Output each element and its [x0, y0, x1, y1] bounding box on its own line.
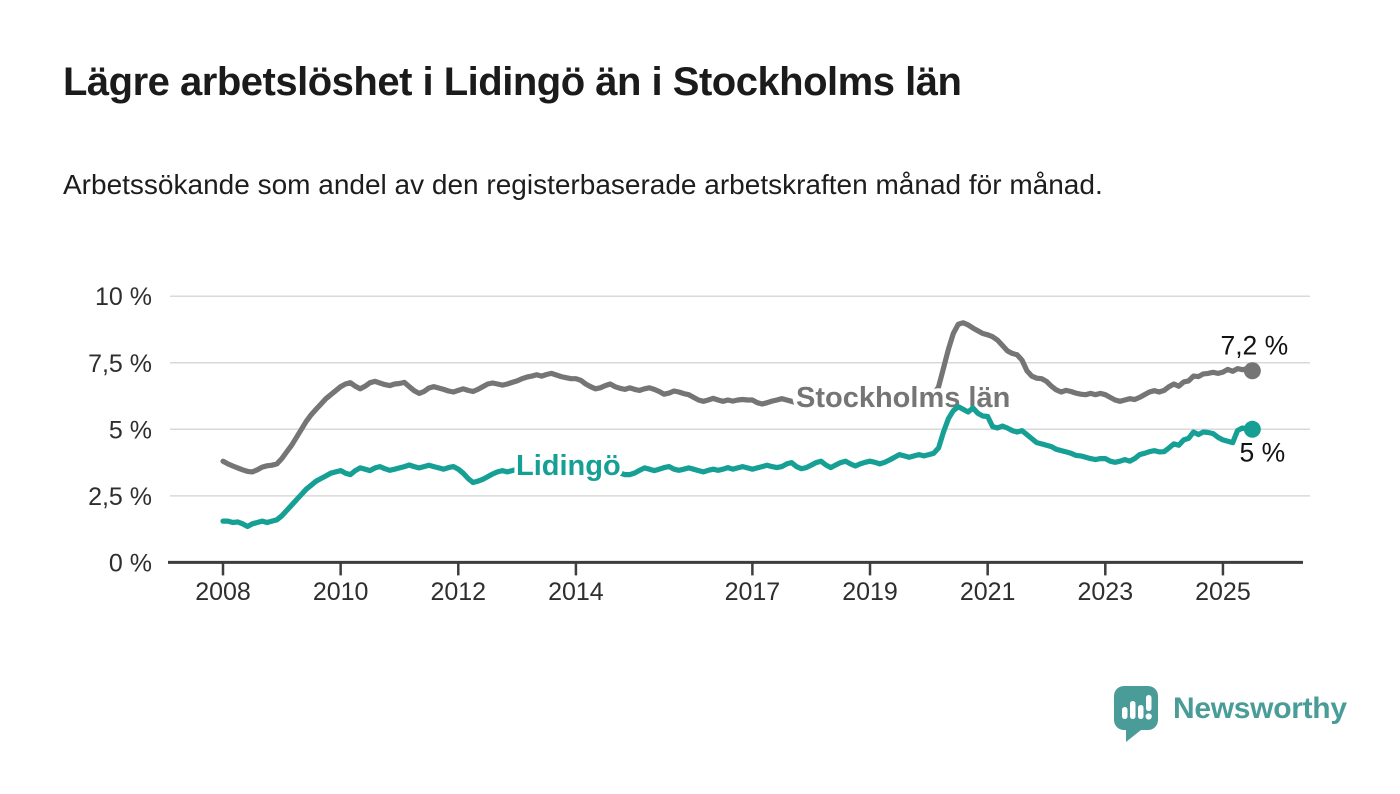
lidingo-line: [220, 404, 1255, 530]
stockholm-end-value-label: 7,2 %: [1220, 331, 1288, 361]
stockholm-line: [220, 320, 1255, 475]
chart-subtitle: Arbetssökande som andel av den registerb…: [63, 169, 1103, 200]
x-tick-label: 2023: [1077, 578, 1133, 606]
x-tick-label: 2025: [1195, 578, 1251, 606]
stockholm-series-label: Stockholms län: [796, 382, 1010, 414]
brand-name: Newsworthy: [1173, 692, 1347, 725]
page-title: Lägre arbetslöshet i Lidingö än i Stockh…: [63, 60, 962, 104]
lidingo-end-value-label: 5 %: [1240, 437, 1286, 467]
lidingo-series-label: Lidingö: [516, 450, 621, 482]
x-tick-label: 2014: [548, 578, 604, 606]
y-tick-label: 2,5 %: [88, 483, 152, 511]
x-tick-label: 2019: [842, 578, 898, 606]
x-tick-label: 2012: [430, 578, 486, 606]
y-tick-label: 0 %: [109, 549, 152, 577]
x-tick-label: 2008: [195, 578, 251, 606]
x-tick-label: 2010: [313, 578, 369, 606]
y-tick-label: 5 %: [109, 416, 152, 444]
y-tick-label: 7,5 %: [88, 350, 152, 378]
y-tick-label: 10 %: [95, 283, 152, 311]
brand-footer: Newsworthy: [1114, 686, 1347, 744]
newsworthy-logo-icon: [1114, 686, 1158, 742]
x-tick-label: 2021: [960, 578, 1016, 606]
stockholm-end-dot: [1243, 362, 1261, 380]
lidingo-end-dot: [1243, 420, 1261, 438]
x-tick-label: 2017: [725, 578, 781, 606]
